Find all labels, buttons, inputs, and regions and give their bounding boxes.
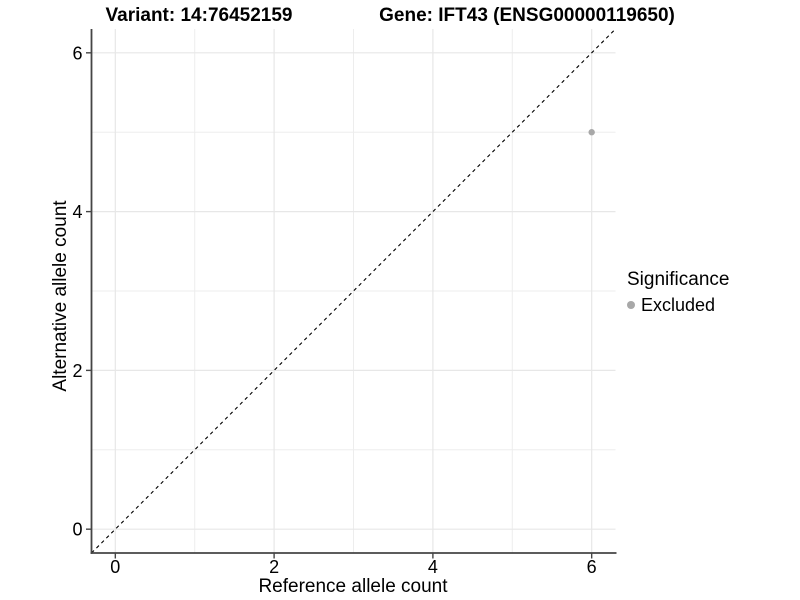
y-axis-title: Alternative allele count [50, 200, 71, 392]
identity-line [91, 28, 616, 554]
y-tick-label: 2 [72, 361, 82, 381]
y-tick-label: 4 [72, 202, 82, 222]
plot-title-variant: Variant: 14:76452159 [105, 5, 293, 26]
legend-item-excluded: Excluded [627, 294, 729, 316]
y-tick-label: 0 [72, 520, 82, 540]
data-point [588, 129, 595, 136]
y-tick-label: 6 [72, 43, 82, 63]
x-axis-title: Reference allele count [258, 576, 448, 597]
legend: Significance Excluded [627, 269, 729, 316]
plot-title-gene: Gene: IFT43 (ENSG00000119650) [379, 5, 675, 26]
x-tick-label: 4 [428, 557, 438, 577]
legend-dot-icon [627, 301, 635, 309]
x-tick-label: 2 [269, 557, 279, 577]
legend-title: Significance [627, 269, 730, 290]
legend-item-label: Excluded [641, 295, 716, 315]
x-tick-label: 6 [587, 557, 597, 577]
x-tick-label: 0 [110, 557, 120, 577]
